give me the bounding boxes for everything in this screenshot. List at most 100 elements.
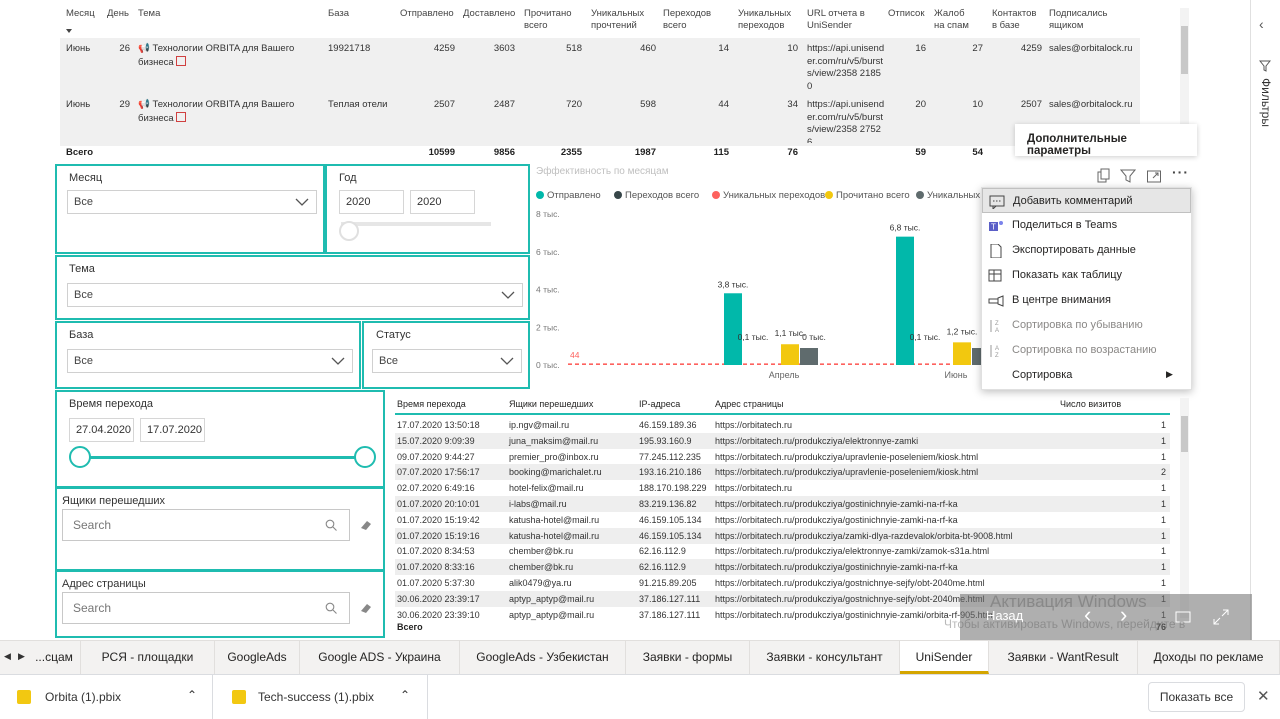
scrollbar-thumb[interactable] (1181, 416, 1188, 452)
tab-page[interactable]: РСЯ - площадки (81, 641, 215, 674)
legend-item[interactable]: Уникальных переходов (712, 190, 825, 201)
menu-item-share-teams[interactable]: T Поделиться в Teams (982, 213, 1191, 238)
legend-item[interactable]: Отправлено (536, 190, 601, 201)
download-item[interactable]: Orbita (1).pbix ⌃ (0, 675, 213, 719)
legend-item[interactable]: Уникальных про (916, 190, 998, 201)
table-row[interactable]: 01.07.2020 15:19:42 katusha-hotel@mail.ru… (395, 512, 1170, 528)
tab-page[interactable]: Заявки - консультант (750, 641, 900, 674)
menu-item-show-as-table[interactable]: Показать как таблицу (982, 263, 1191, 288)
show-all-downloads-button[interactable]: Показать все (1148, 682, 1245, 712)
filter-pane[interactable]: ‹ Фильтры (1250, 0, 1280, 640)
download-item[interactable]: Tech-success (1).pbix ⌃ (213, 675, 428, 719)
header-mailbox[interactable]: Ящики перешедших (509, 399, 594, 409)
header-visits[interactable]: Число визитов (1060, 399, 1122, 409)
header-contacts[interactable]: Контактов в базе (992, 8, 1037, 31)
tab-unisender[interactable]: UniSender (900, 641, 989, 674)
header-unsub[interactable]: Отписок (888, 8, 925, 19)
tab-page[interactable]: GoogleAds (215, 641, 300, 674)
time-slider-end-handle[interactable] (354, 446, 376, 468)
table-row[interactable]: 09.07.2020 9:44:27 premier_pro@inbox.ru 77… (395, 449, 1170, 465)
menu-item-export-data[interactable]: Экспортировать данные (982, 238, 1191, 263)
header-page-address[interactable]: Адрес страницы (715, 399, 784, 409)
cell-url[interactable]: https://api.unisender.com/ru/v5/bursts/v… (807, 99, 885, 143)
header-clicks[interactable]: Переходов всего (663, 8, 712, 31)
focus-mode-icon[interactable] (1146, 168, 1162, 184)
more-options-icon[interactable]: ··· (1172, 164, 1189, 180)
table-row[interactable]: 01.07.2020 15:19:16 katusha-hotel@mail.ru… (395, 527, 1170, 544)
status-dropdown[interactable]: Все (372, 349, 522, 373)
legend-item[interactable]: Переходов всего (614, 190, 699, 201)
tab-page[interactable]: Заявки - формы (626, 641, 750, 674)
chevron-up-icon[interactable]: ⌃ (400, 688, 411, 702)
tabs-scroll-right-icon[interactable]: ▶ (18, 651, 25, 661)
table-row[interactable]: 01.07.2020 20:10:01 i-labs@mail.ru 83.219.… (395, 496, 1170, 512)
table-row[interactable]: 01.07.2020 5:37:30 alik0479@ya.ru 91.215.8… (395, 575, 1170, 591)
menu-item-sort[interactable]: Сортировка ▶ (1012, 369, 1173, 381)
table-row[interactable]: 07.07.2020 17:56:17 booking@marichalet.ru… (395, 464, 1170, 481)
mailboxes-search-input[interactable]: Search (62, 509, 350, 541)
bar-0-3[interactable] (781, 344, 799, 365)
theme-dropdown[interactable]: Все (67, 283, 523, 307)
cell-url[interactable]: https://api.unisender.com/ru/v5/bursts/v… (807, 43, 885, 92)
filter-icon[interactable] (1120, 168, 1136, 184)
header-sent[interactable]: Отправлено (400, 8, 454, 19)
year-to-input[interactable]: 2020 (410, 190, 475, 214)
header-unique-read[interactable]: Уникальных прочтений (591, 8, 645, 31)
header-month[interactable]: Месяц (66, 8, 95, 19)
year-from-input[interactable]: 2020 (339, 190, 404, 214)
table-row[interactable]: Июнь 29 📢 Технологии ORBITA для Вашего б… (60, 94, 1140, 146)
bar-0-4[interactable] (800, 348, 818, 365)
header-url[interactable]: URL отчета в UniSender (807, 8, 865, 31)
top-table-scrollbar[interactable] (1180, 8, 1189, 148)
table-row[interactable]: 15.07.2020 9:09:39 juna_maksim@mail.ru 195… (395, 432, 1170, 449)
tab-page[interactable]: Google ADS - Украина (300, 641, 460, 674)
time-slider-start-handle[interactable] (69, 446, 91, 468)
table-row[interactable]: Июнь 26 📢 Технологии ORBITA для Вашего б… (60, 38, 1140, 94)
tabs-scroll-left-icon[interactable]: ◀ (4, 651, 11, 661)
bar-0-0[interactable] (724, 293, 742, 365)
previous-page-icon[interactable]: ‹ (1084, 602, 1092, 627)
year-slider-handle[interactable] (339, 221, 359, 241)
bottom-table-scrollbar[interactable] (1180, 398, 1189, 618)
header-subscribed[interactable]: Подписались ящиком (1049, 8, 1108, 31)
legend-item[interactable]: Прочитано всего (825, 190, 910, 201)
table-row[interactable]: 17.07.2020 13:50:18 ip.ngv@mail.ru 46.159.… (395, 417, 1170, 433)
time-from-input[interactable]: 27.04.2020 (69, 418, 134, 442)
fullscreen-icon[interactable] (1212, 608, 1230, 626)
scrollbar-thumb[interactable] (1181, 26, 1188, 74)
tab-page[interactable]: ...сцам (28, 641, 81, 674)
chevron-left-icon[interactable]: ‹ (1259, 16, 1264, 32)
header-read[interactable]: Прочитано всего (524, 8, 572, 31)
page-address-search-input[interactable]: Search (62, 592, 350, 624)
time-to-input[interactable]: 17.07.2020 (140, 418, 205, 442)
eraser-icon[interactable] (359, 602, 373, 614)
header-time[interactable]: Время перехода (397, 399, 466, 409)
table-row[interactable]: 01.07.2020 8:34:53 chember@bk.ru 62.16.112… (395, 543, 1170, 559)
tab-page[interactable]: Заявки - WantResult (989, 641, 1138, 674)
tab-page[interactable]: Доходы по рекламе (1138, 641, 1280, 674)
menu-item-add-comment[interactable]: Добавить комментарий (982, 188, 1191, 213)
tab-page[interactable]: GoogleAds - Узбекистан (460, 641, 626, 674)
eraser-icon[interactable] (359, 519, 373, 531)
back-button[interactable]: Назад (986, 608, 1024, 623)
bar-1-3[interactable] (953, 342, 971, 365)
copy-icon[interactable] (1095, 168, 1111, 184)
close-icon[interactable]: ✕ (1257, 688, 1270, 705)
next-page-icon[interactable]: › (1120, 602, 1128, 627)
header-day[interactable]: День (107, 8, 129, 19)
month-dropdown[interactable]: Все (67, 190, 317, 214)
time-slider-track[interactable] (79, 456, 367, 459)
chevron-up-icon[interactable]: ⌃ (187, 688, 198, 702)
table-row[interactable]: 02.07.2020 6:49:16 hotel-felix@mail.ru 188… (395, 480, 1170, 496)
header-unique-clicks[interactable]: Уникальных переходов (738, 8, 792, 31)
table-row[interactable]: 01.07.2020 8:33:16 chember@bk.ru 62.16.112… (395, 559, 1170, 576)
year-slider-track[interactable] (341, 222, 491, 226)
menu-item-spotlight[interactable]: В центре внимания (982, 288, 1191, 313)
bar-1-0[interactable] (896, 236, 914, 365)
header-spam[interactable]: Жалоб на спам (934, 8, 969, 31)
base-dropdown[interactable]: Все (67, 349, 353, 373)
header-delivered[interactable]: Доставлено (463, 8, 516, 19)
header-theme[interactable]: Тема (138, 8, 161, 19)
